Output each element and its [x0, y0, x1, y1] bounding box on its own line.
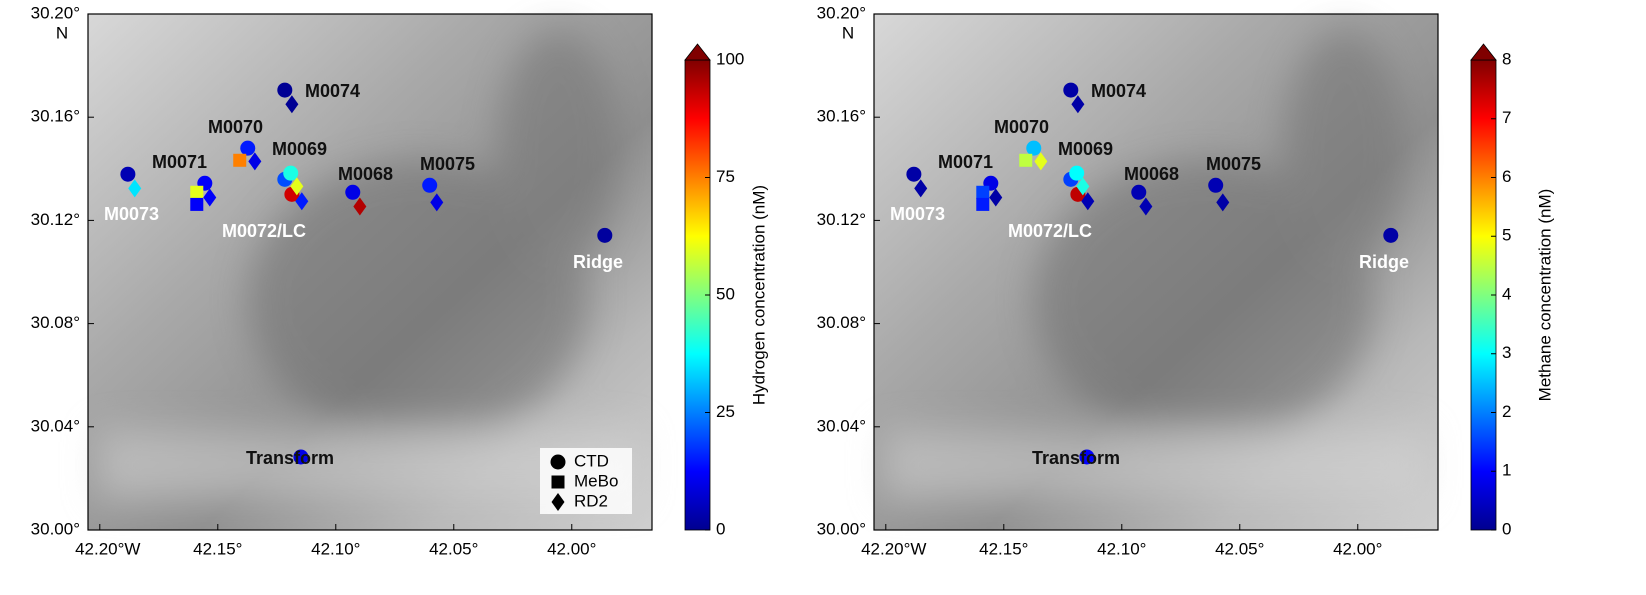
- station-label: Transform: [246, 448, 334, 468]
- x-tick-label: 42.00°: [1333, 539, 1382, 558]
- x-tick-label: 42.05°: [429, 539, 478, 558]
- station-label: Ridge: [1359, 252, 1409, 272]
- y-tick-label: 30.16°: [31, 107, 80, 126]
- y-tick-label: 30.12°: [817, 210, 866, 229]
- station-label: M0074: [1091, 81, 1146, 101]
- colorbar-tick-label: 6: [1502, 167, 1511, 186]
- marker-mebo: [190, 186, 203, 199]
- marker-ctd: [277, 83, 292, 98]
- x-tick-label: 42.20°W: [75, 539, 140, 558]
- x-tick-label: 42.20°W: [861, 539, 926, 558]
- page: 42.20°W 42.15° 42.10° 42.05° 42.00° 30.00° 30.…: [0, 0, 1646, 595]
- x-tick-label: 42.05°: [1215, 539, 1264, 558]
- marker-ctd: [283, 166, 298, 181]
- map-panel: 42.20°W 42.15° 42.10° 42.05° 42.00° 30.00° 30.…: [817, 3, 1555, 558]
- y-tick-label: 30.16°: [817, 107, 866, 126]
- colorbar-tick-label: 5: [1502, 226, 1511, 245]
- figure: 42.20°W 42.15° 42.10° 42.05° 42.00° 30.00° 30.…: [0, 0, 1646, 590]
- colorbar-tick-label: 0: [1502, 519, 1511, 538]
- marker-ctd: [422, 178, 437, 193]
- y-tick-label: 30.12°: [31, 210, 80, 229]
- colorbar-tick-label: 3: [1502, 343, 1511, 362]
- colorbar-tick-label: 7: [1502, 108, 1511, 127]
- marker-ctd: [1069, 166, 1084, 181]
- y-tick-label: 30.08°: [817, 313, 866, 332]
- station-label: M0069: [272, 139, 327, 159]
- colorbar-tick-label: 0: [716, 519, 725, 538]
- station-label: M0075: [420, 154, 475, 174]
- legend-marker: [552, 476, 565, 489]
- station-label: M0071: [938, 152, 993, 172]
- y-tick-label: 30.20°: [31, 3, 80, 22]
- y-tick-label: 30.04°: [31, 416, 80, 435]
- marker-mebo: [190, 198, 203, 211]
- station-label: M0068: [338, 164, 393, 184]
- colorbar-tick-label: 2: [1502, 402, 1511, 421]
- x-tick-label: 42.15°: [979, 539, 1028, 558]
- station-label: M0072/LC: [1008, 221, 1092, 241]
- legend-label: RD2: [574, 491, 608, 510]
- legend-marker: [551, 455, 566, 470]
- y-tick-label: 30.00°: [31, 519, 80, 538]
- colorbar-tick-label: 4: [1502, 284, 1511, 303]
- colorbar-label: Hydrogen concentration (nM): [749, 185, 768, 405]
- station-label: M0074: [305, 81, 360, 101]
- colorbar-arrow: [685, 44, 710, 60]
- y-tick-label: 30.20°: [817, 3, 866, 22]
- x-tick-label: 42.10°: [1097, 539, 1146, 558]
- station-label: M0068: [1124, 164, 1179, 184]
- station-label: M0073: [104, 204, 159, 224]
- colorbar-tick-label: 50: [716, 284, 735, 303]
- marker-mebo: [1019, 154, 1032, 167]
- colorbar-tick-label: 25: [716, 402, 735, 421]
- marker-ctd: [1208, 178, 1223, 193]
- y-axis-unit: N: [842, 23, 854, 42]
- marker-ctd: [1063, 83, 1078, 98]
- marker-ctd: [240, 141, 255, 156]
- colorbar-tick-label: 1: [1502, 461, 1511, 480]
- x-tick-label: 42.10°: [311, 539, 360, 558]
- marker-ctd: [120, 167, 135, 182]
- marker-ctd: [597, 228, 612, 243]
- marker-ctd: [906, 167, 921, 182]
- station-label: M0070: [208, 117, 263, 137]
- marker-mebo: [976, 186, 989, 199]
- station-label: Ridge: [573, 252, 623, 272]
- marker-ctd: [1026, 141, 1041, 156]
- y-axis-unit: N: [56, 23, 68, 42]
- colorbar-tick-label: 75: [716, 167, 735, 186]
- marker-ctd: [345, 185, 360, 200]
- station-label: M0072/LC: [222, 221, 306, 241]
- station-label: M0071: [152, 152, 207, 172]
- y-tick-label: 30.08°: [31, 313, 80, 332]
- legend-label: CTD: [574, 451, 609, 470]
- station-label: M0069: [1058, 139, 1113, 159]
- colorbar-arrow: [1471, 44, 1496, 60]
- marker-ctd: [1383, 228, 1398, 243]
- station-label: M0070: [994, 117, 1049, 137]
- marker-ctd: [1131, 185, 1146, 200]
- relief-shade: [884, 430, 1424, 500]
- station-label: M0075: [1206, 154, 1261, 174]
- colorbar-tick-label: 100: [716, 49, 744, 68]
- station-label: M0073: [890, 204, 945, 224]
- colorbar-label: Methane concentration (nM): [1535, 189, 1554, 402]
- station-label: Transform: [1032, 448, 1120, 468]
- y-tick-label: 30.00°: [817, 519, 866, 538]
- x-tick-label: 42.00°: [547, 539, 596, 558]
- map-panel: 42.20°W 42.15° 42.10° 42.05° 42.00° 30.00° 30.…: [31, 3, 769, 558]
- legend-label: MeBo: [574, 471, 618, 490]
- y-tick-label: 30.04°: [817, 416, 866, 435]
- marker-mebo: [976, 198, 989, 211]
- x-tick-label: 42.15°: [193, 539, 242, 558]
- colorbar-tick-label: 8: [1502, 49, 1511, 68]
- marker-mebo: [233, 154, 246, 167]
